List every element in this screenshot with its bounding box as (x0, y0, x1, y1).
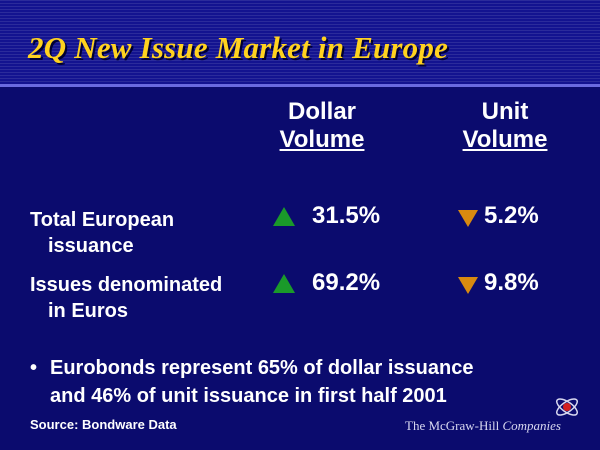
bullet-line1: Eurobonds represent 65% of dollar issuan… (50, 357, 474, 379)
column-header-line2: Volume (279, 126, 365, 153)
unit-volume-value: 5.2% (484, 202, 539, 229)
unit-volume-value: 9.8% (484, 269, 539, 296)
logo-text-part2: Companies (499, 418, 561, 433)
row-label-line2: issuance (48, 235, 134, 257)
logo-text-part1: The McGraw-Hill (405, 418, 500, 433)
title-bar: 2Q New Issue Market in Europe (0, 0, 600, 84)
bullet-line2: and 46% of unit issuance in first half 2… (50, 385, 447, 407)
row-label-line2: in Euros (48, 300, 129, 322)
column-header-line1: Unit (481, 98, 529, 125)
slide-title: 2Q New Issue Market in Europe (28, 30, 449, 65)
dollar-volume-value: 69.2% (312, 269, 381, 296)
triangle-down-icon (458, 277, 478, 294)
triangle-down-icon (458, 210, 478, 227)
company-logo-text: The McGraw-Hill Companies (405, 418, 561, 434)
column-header-unit-volume: Unit Volume (445, 98, 565, 154)
column-header-dollar-volume: Dollar Volume (262, 98, 382, 154)
summary-bullet: • Eurobonds represent 65% of dollar issu… (30, 354, 473, 410)
title-divider (0, 84, 600, 87)
dollar-volume-value: 31.5% (312, 202, 381, 229)
row-label-line1: Issues denominated (30, 274, 223, 296)
column-header-line1: Dollar (287, 98, 356, 125)
row-label-line1: Total European (30, 209, 175, 231)
triangle-up-icon (273, 207, 295, 226)
column-header-line2: Volume (462, 126, 548, 153)
triangle-up-icon (273, 274, 295, 293)
source-note: Source: Bondware Data (30, 417, 177, 432)
row-label-total-european: Total European issuance (30, 207, 174, 259)
bullet-symbol: • (30, 357, 38, 379)
mcgraw-hill-logo-icon (556, 398, 578, 416)
row-label-issues-denominated: Issues denominated in Euros (30, 272, 222, 324)
